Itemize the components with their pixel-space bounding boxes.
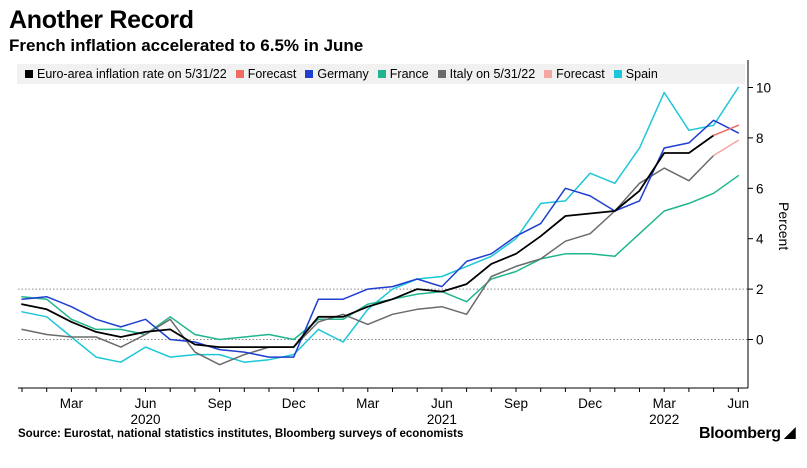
legend-item-euro-area: Euro-area inflation rate on 5/31/22 bbox=[25, 67, 227, 81]
chart-title: Another Record bbox=[9, 6, 194, 34]
y-tick-label: 2 bbox=[756, 282, 764, 297]
series-line bbox=[21, 174, 740, 341]
legend-swatch bbox=[377, 70, 386, 78]
legend-item-france: France bbox=[377, 67, 429, 81]
legend-label: Italy on 5/31/22 bbox=[449, 67, 536, 81]
legend-label: Forecast bbox=[556, 67, 605, 81]
y-tick-label: 10 bbox=[756, 81, 771, 96]
y-tick-label: 6 bbox=[756, 181, 764, 196]
x-tick-label: Jun bbox=[431, 396, 453, 411]
source-note: Source: Eurostat, national statistics in… bbox=[18, 428, 464, 440]
legend-label: Germany bbox=[317, 67, 369, 81]
y-tick-label: 8 bbox=[756, 131, 764, 146]
chart-legend: Euro-area inflation rate on 5/31/22 Fore… bbox=[17, 64, 745, 84]
x-tick-label: Sep bbox=[208, 396, 232, 411]
x-tick-label: Mar bbox=[356, 396, 380, 411]
legend-label: Spain bbox=[625, 67, 658, 81]
x-year-label: 2022 bbox=[649, 412, 679, 427]
x-year-label: 2021 bbox=[427, 412, 457, 427]
y-tick-label: 4 bbox=[756, 232, 764, 247]
series-line bbox=[712, 124, 740, 137]
x-tick-label: Mar bbox=[653, 396, 677, 411]
legend-swatch bbox=[544, 70, 553, 78]
legend-item-germany: Germany bbox=[305, 67, 369, 81]
y-axis-title: Percent bbox=[776, 202, 792, 250]
legend-item-forecast-euro: Forecast bbox=[235, 67, 297, 81]
series-line bbox=[21, 134, 715, 348]
legend-swatch bbox=[25, 70, 33, 78]
legend-label: Euro-area inflation rate on 5/31/22 bbox=[37, 67, 227, 81]
logo-mark-icon bbox=[783, 427, 796, 439]
legend-label: Forecast bbox=[247, 67, 297, 81]
x-tick-label: Dec bbox=[282, 396, 306, 411]
y-tick-label: 0 bbox=[756, 333, 764, 348]
x-year-label: 2020 bbox=[130, 412, 160, 427]
x-tick-label: Jun bbox=[135, 396, 157, 411]
series-line bbox=[712, 139, 740, 157]
bloomberg-logo: Bloomberg bbox=[699, 425, 796, 443]
legend-label: France bbox=[389, 67, 429, 81]
series-line bbox=[21, 154, 715, 366]
series-line bbox=[21, 86, 740, 363]
x-tick-label: Jun bbox=[727, 396, 749, 411]
x-tick-label: Mar bbox=[60, 396, 84, 411]
x-tick-label: Dec bbox=[578, 396, 602, 411]
legend-swatch bbox=[305, 70, 314, 78]
x-tick-label: Sep bbox=[504, 396, 528, 411]
chart-subtitle: French inflation accelerated to 6.5% in … bbox=[9, 36, 364, 55]
legend-swatch bbox=[235, 70, 244, 78]
logo-text: Bloomberg bbox=[699, 425, 781, 442]
legend-item-italy: Italy on 5/31/22 bbox=[437, 67, 536, 81]
legend-item-forecast-italy: Forecast bbox=[544, 67, 605, 81]
series-line bbox=[21, 119, 740, 358]
legend-item-spain: Spain bbox=[613, 67, 658, 81]
legend-swatch bbox=[437, 70, 446, 78]
legend-swatch bbox=[613, 70, 622, 78]
